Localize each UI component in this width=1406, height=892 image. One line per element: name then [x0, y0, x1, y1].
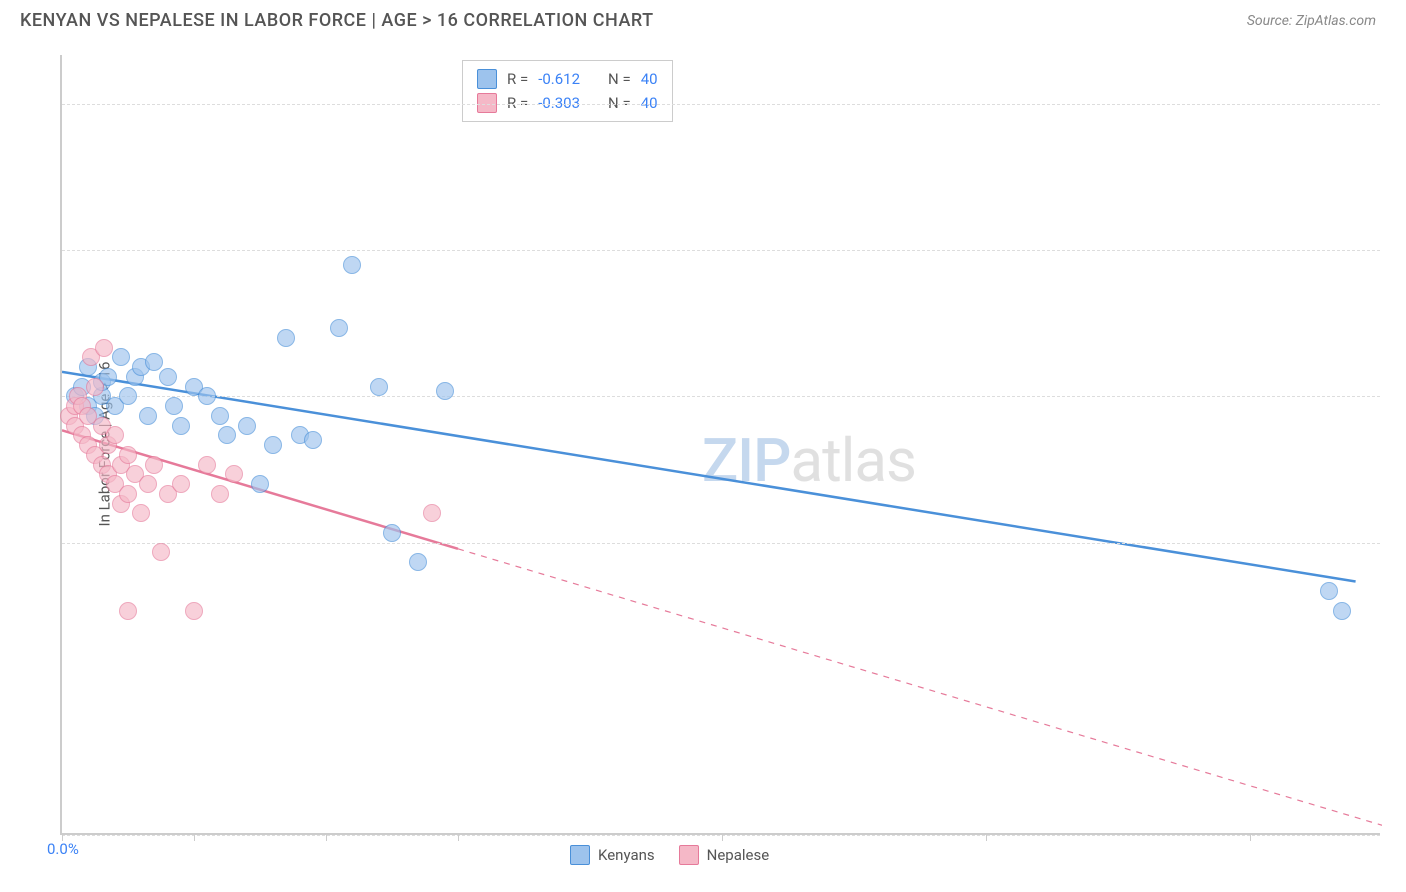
data-point	[139, 475, 157, 493]
x-origin-label: 0.0%	[47, 840, 79, 858]
trendline-dashed	[458, 549, 1382, 825]
y-tick-label: 25.0%	[1390, 826, 1406, 845]
x-tick	[986, 833, 987, 841]
data-point	[172, 475, 190, 493]
x-tick	[62, 833, 63, 841]
x-tick	[326, 833, 327, 841]
y-tick-label: 100.0%	[1390, 94, 1406, 113]
data-point	[86, 378, 104, 396]
watermark-zip: ZIP	[702, 425, 790, 496]
y-tick-label: 55.0%	[1390, 533, 1406, 552]
data-point	[211, 485, 229, 503]
data-point	[119, 446, 137, 464]
data-point	[343, 256, 361, 274]
header: KENYAN VS NEPALESE IN LABOR FORCE | AGE …	[0, 0, 1406, 41]
data-point	[119, 485, 137, 503]
data-point	[119, 602, 137, 620]
r-value: -0.612	[538, 70, 580, 88]
data-point	[198, 456, 216, 474]
legend-swatch-pink	[679, 845, 699, 865]
data-point	[132, 504, 150, 522]
gridline	[62, 835, 1380, 836]
data-point	[383, 524, 401, 542]
data-point	[139, 407, 157, 425]
plot: ZIPatlas In Labor Force | Age > 16 0.0% …	[60, 55, 1380, 835]
source-label: Source: ZipAtlas.com	[1247, 13, 1376, 29]
data-point	[152, 543, 170, 561]
watermark-atlas: atlas	[790, 425, 915, 496]
n-label: N =	[608, 70, 631, 88]
legend-bottom: Kenyans Nepalese	[570, 845, 769, 865]
data-point	[211, 407, 229, 425]
gridline	[62, 104, 1380, 105]
legend-top-row: R = -0.612 N = 40	[477, 67, 658, 91]
data-point	[106, 426, 124, 444]
x-tick	[722, 833, 723, 841]
data-point	[330, 319, 348, 337]
data-point	[304, 431, 322, 449]
legend-item-kenyans: Kenyans	[570, 845, 655, 865]
legend-top: R = -0.612 N = 40 R = -0.303 N = 40	[462, 60, 673, 122]
data-point	[145, 456, 163, 474]
x-tick	[458, 833, 459, 841]
r-label: R =	[507, 70, 528, 88]
legend-item-nepalese: Nepalese	[679, 845, 770, 865]
y-tick-label: 85.0%	[1390, 241, 1406, 260]
chart-title: KENYAN VS NEPALESE IN LABOR FORCE | AGE …	[20, 10, 654, 31]
data-point	[145, 353, 163, 371]
data-point	[119, 387, 137, 405]
data-point	[251, 475, 269, 493]
data-point	[225, 465, 243, 483]
data-point	[165, 397, 183, 415]
y-tick-label: 70.0%	[1390, 387, 1406, 406]
data-point	[218, 426, 236, 444]
data-point	[112, 348, 130, 366]
data-point	[238, 417, 256, 435]
data-point	[185, 602, 203, 620]
data-point	[95, 339, 113, 357]
data-point	[172, 417, 190, 435]
legend-swatch-blue	[477, 69, 497, 89]
x-tick	[1250, 833, 1251, 841]
data-point	[1333, 602, 1351, 620]
data-point	[277, 329, 295, 347]
gridline	[62, 543, 1380, 544]
x-tick	[194, 833, 195, 841]
legend-label: Nepalese	[707, 846, 770, 864]
chart-area: ZIPatlas In Labor Force | Age > 16 0.0% …	[60, 55, 1380, 835]
gridline	[62, 250, 1380, 251]
gridline	[62, 396, 1380, 397]
data-point	[198, 387, 216, 405]
data-point	[423, 504, 441, 522]
data-point	[436, 382, 454, 400]
data-point	[264, 436, 282, 454]
data-point	[370, 378, 388, 396]
data-point	[409, 553, 427, 571]
n-value: 40	[641, 70, 658, 88]
data-point	[159, 368, 177, 386]
legend-swatch-blue	[570, 845, 590, 865]
legend-label: Kenyans	[598, 846, 655, 864]
watermark: ZIPatlas	[702, 425, 916, 496]
data-point	[1320, 582, 1338, 600]
